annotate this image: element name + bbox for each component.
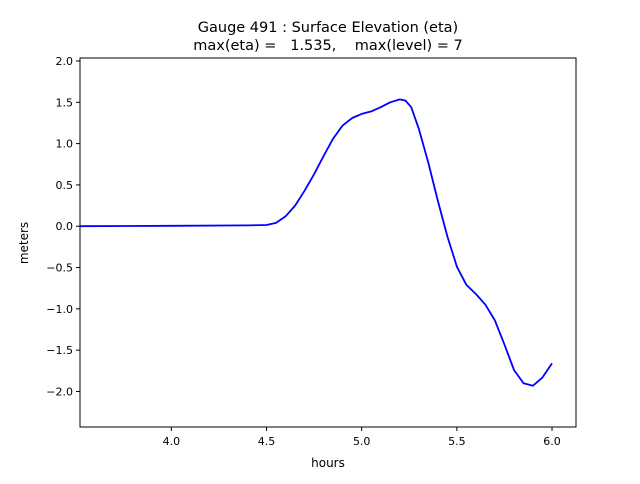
chart-title: Gauge 491 : Surface Elevation (eta) xyxy=(198,20,458,36)
x-tick-label: 5.5 xyxy=(448,435,466,448)
y-tick-label: −0.5 xyxy=(46,262,73,275)
y-tick-label: −1.5 xyxy=(46,344,73,357)
x-tick-label: 4.0 xyxy=(163,435,181,448)
y-tick-label: −2.0 xyxy=(46,385,73,398)
series-line xyxy=(79,98,553,387)
y-tick-label: 0.5 xyxy=(56,179,74,192)
axes-frame xyxy=(79,57,577,428)
y-tick-label: 1.5 xyxy=(56,96,74,109)
y-axis-label: meters xyxy=(17,222,31,264)
y-tick-label: −1.0 xyxy=(46,303,73,316)
y-tick-label: 2.0 xyxy=(56,55,74,68)
x-tick-label: 6.0 xyxy=(543,435,561,448)
x-axis-label: hours xyxy=(311,456,345,470)
x-tick-label: 4.5 xyxy=(258,435,276,448)
x-tick-label: 5.0 xyxy=(353,435,371,448)
chart-subtitle: max(eta) = 1.535, max(level) = 7 xyxy=(193,38,463,54)
y-tick-label: 0.0 xyxy=(56,220,74,233)
y-tick-label: 1.0 xyxy=(56,138,74,151)
